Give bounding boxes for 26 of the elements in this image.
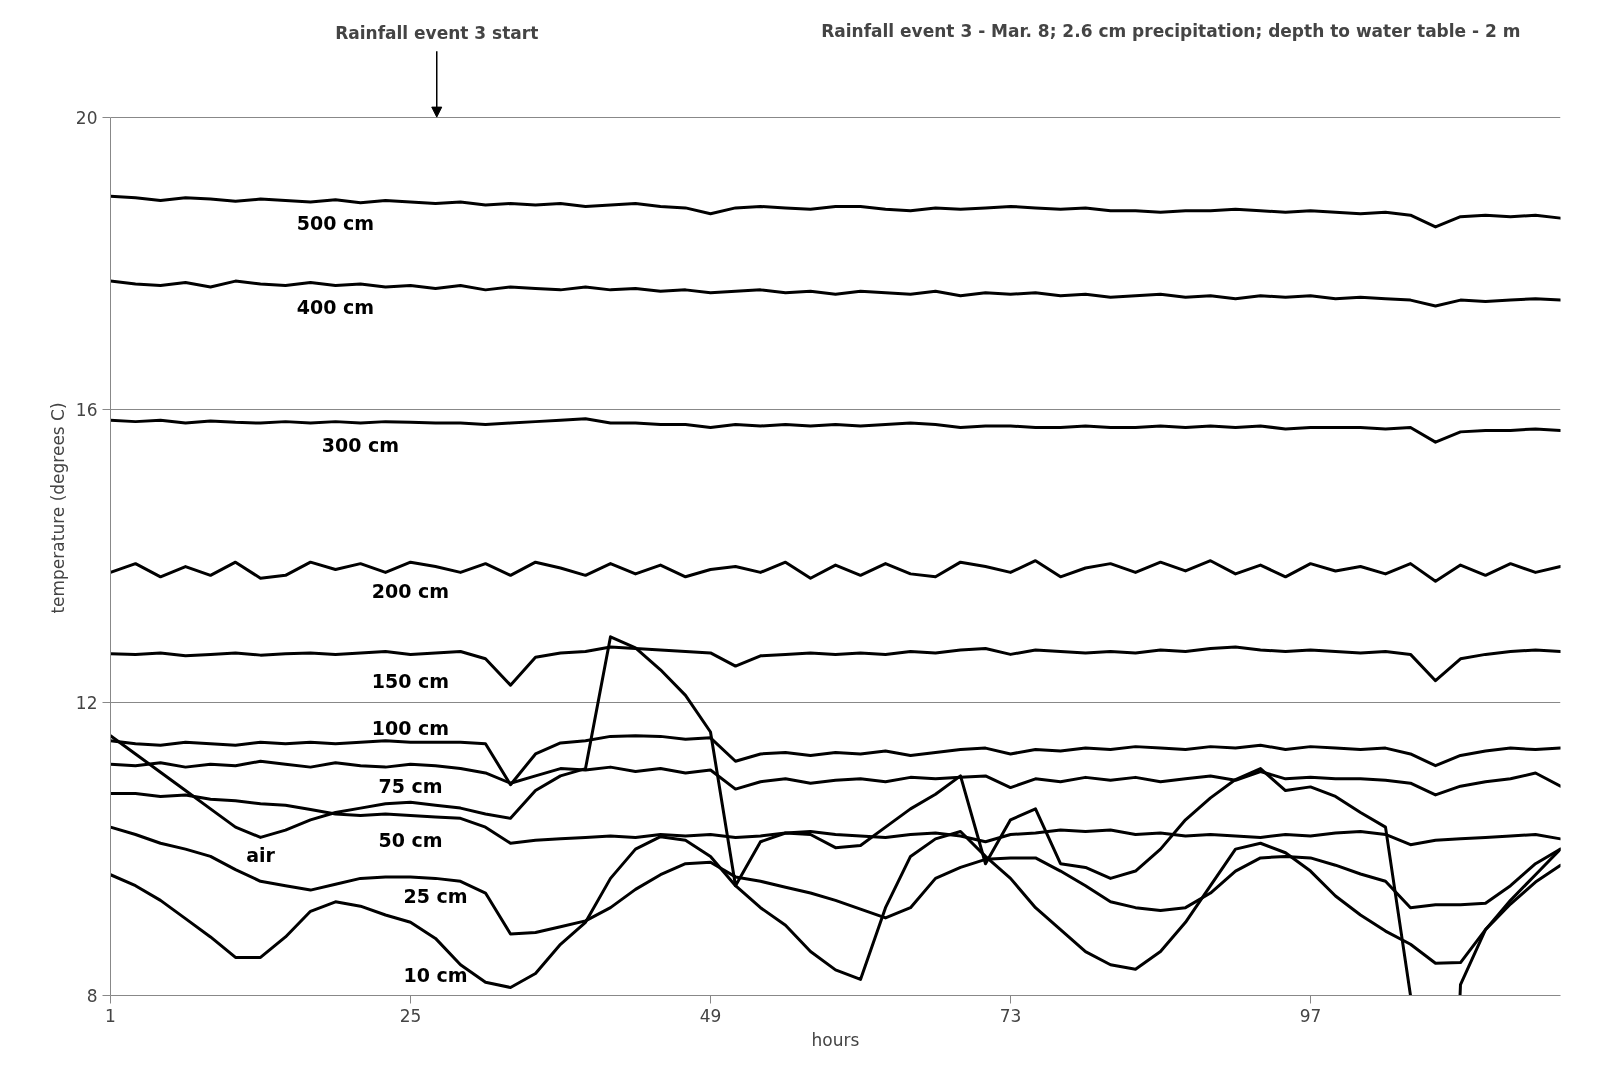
chart-title: Rainfall event 3 - Mar. 8; 2.6 cm precipitation; depth to water table - 2 m [821, 20, 1521, 41]
line-series [110, 559, 1561, 583]
series-label: 400 cm [296, 296, 375, 319]
series-label: 200 cm [371, 580, 450, 603]
series-label: 500 cm [296, 212, 375, 235]
x-axis-title: hours [811, 1029, 860, 1050]
series-label: air [246, 843, 276, 866]
x-tick-label: 73 [999, 1005, 1022, 1026]
line-series [110, 194, 1561, 229]
x-tick-label: 97 [1299, 1005, 1322, 1026]
series-label: 150 cm [371, 669, 450, 692]
series-label: 10 cm [403, 964, 468, 986]
y-tick-label: 16 [75, 400, 98, 421]
series-label: 100 cm [371, 716, 450, 739]
text: Rainfall event 3 start [335, 22, 539, 43]
x-tick-label: 1 [105, 1005, 116, 1026]
x-tick-label: 25 [399, 1005, 422, 1026]
y-tick-label: 8 [86, 986, 98, 1006]
series-label: 75 cm [378, 775, 443, 798]
y-tick-label: 12 [75, 693, 98, 714]
x-tick-label: 49 [699, 1005, 722, 1026]
series-label: 300 cm [321, 434, 400, 457]
y-axis-title: temperature (degrees C) [47, 402, 68, 614]
series-label: 50 cm [378, 828, 443, 851]
y-tick-label: 20 [75, 107, 98, 128]
series-label: 25 cm [403, 884, 468, 907]
